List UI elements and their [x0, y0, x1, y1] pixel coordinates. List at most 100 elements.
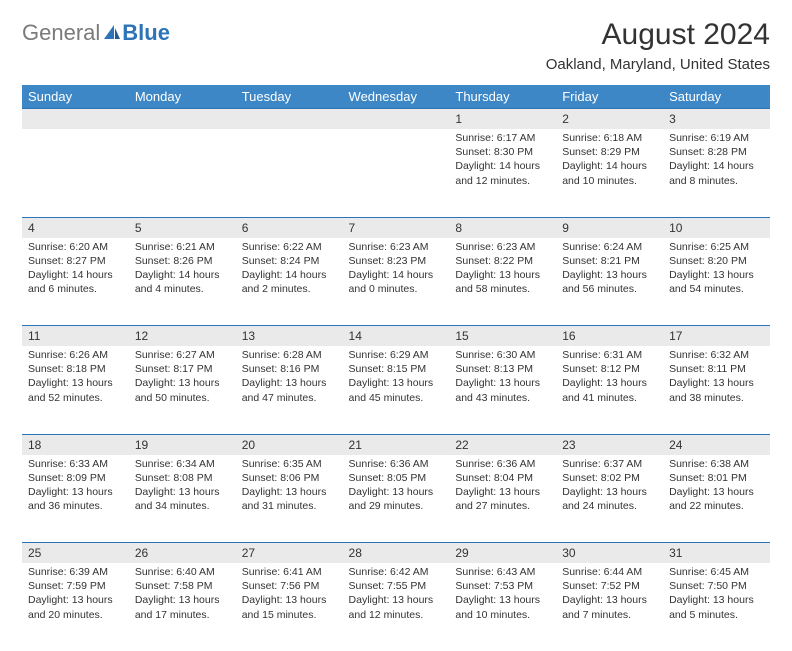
sunrise-text: Sunrise: 6:26 AM	[28, 348, 123, 362]
day-cell: Sunrise: 6:45 AMSunset: 7:50 PMDaylight:…	[663, 563, 770, 651]
day-cell: Sunrise: 6:41 AMSunset: 7:56 PMDaylight:…	[236, 563, 343, 651]
sunset-text: Sunset: 8:15 PM	[349, 362, 444, 376]
sunset-text: Sunset: 8:27 PM	[28, 254, 123, 268]
sunset-text: Sunset: 8:08 PM	[135, 471, 230, 485]
sunrise-text: Sunrise: 6:32 AM	[669, 348, 764, 362]
day-cell: Sunrise: 6:17 AMSunset: 8:30 PMDaylight:…	[449, 129, 556, 217]
sunrise-text: Sunrise: 6:19 AM	[669, 131, 764, 145]
day-number: 14	[343, 326, 450, 346]
day-number: 2	[556, 109, 663, 129]
sunset-text: Sunset: 8:24 PM	[242, 254, 337, 268]
day-number: 3	[663, 109, 770, 129]
sunset-text: Sunset: 7:50 PM	[669, 579, 764, 593]
sunset-text: Sunset: 8:02 PM	[562, 471, 657, 485]
sunset-text: Sunset: 8:29 PM	[562, 145, 657, 159]
day-cell: Sunrise: 6:26 AMSunset: 8:18 PMDaylight:…	[22, 346, 129, 434]
day-number: 8	[449, 218, 556, 238]
sunset-text: Sunset: 7:56 PM	[242, 579, 337, 593]
day-cell: Sunrise: 6:39 AMSunset: 7:59 PMDaylight:…	[22, 563, 129, 651]
sunrise-text: Sunrise: 6:43 AM	[455, 565, 550, 579]
weekday-header: Sunday	[22, 85, 129, 109]
day-number: 13	[236, 326, 343, 346]
daylight-text: Daylight: 14 hours and 0 minutes.	[349, 268, 444, 296]
sunrise-text: Sunrise: 6:23 AM	[455, 240, 550, 254]
day-cell: Sunrise: 6:30 AMSunset: 8:13 PMDaylight:…	[449, 346, 556, 434]
logo-text-blue: Blue	[122, 20, 170, 46]
day-cell: Sunrise: 6:25 AMSunset: 8:20 PMDaylight:…	[663, 238, 770, 326]
day-cell: Sunrise: 6:40 AMSunset: 7:58 PMDaylight:…	[129, 563, 236, 651]
day-info-row: Sunrise: 6:26 AMSunset: 8:18 PMDaylight:…	[22, 346, 770, 434]
day-number	[236, 109, 343, 115]
daylight-text: Daylight: 13 hours and 52 minutes.	[28, 376, 123, 404]
day-number: 10	[663, 218, 770, 238]
daylight-text: Daylight: 13 hours and 17 minutes.	[135, 593, 230, 621]
day-number: 20	[236, 435, 343, 455]
day-number: 17	[663, 326, 770, 346]
sunset-text: Sunset: 7:55 PM	[349, 579, 444, 593]
daylight-text: Daylight: 13 hours and 43 minutes.	[455, 376, 550, 404]
sunset-text: Sunset: 7:58 PM	[135, 579, 230, 593]
daylight-text: Daylight: 13 hours and 31 minutes.	[242, 485, 337, 513]
sunset-text: Sunset: 8:20 PM	[669, 254, 764, 268]
day-number: 30	[556, 543, 663, 563]
weekday-header: Saturday	[663, 85, 770, 109]
day-info-row: Sunrise: 6:39 AMSunset: 7:59 PMDaylight:…	[22, 563, 770, 651]
sunrise-text: Sunrise: 6:36 AM	[349, 457, 444, 471]
day-cell: Sunrise: 6:42 AMSunset: 7:55 PMDaylight:…	[343, 563, 450, 651]
logo: General Blue	[22, 20, 170, 46]
sunset-text: Sunset: 8:17 PM	[135, 362, 230, 376]
day-cell: Sunrise: 6:36 AMSunset: 8:05 PMDaylight:…	[343, 455, 450, 543]
day-cell: Sunrise: 6:34 AMSunset: 8:08 PMDaylight:…	[129, 455, 236, 543]
day-cell: Sunrise: 6:19 AMSunset: 8:28 PMDaylight:…	[663, 129, 770, 217]
day-number: 22	[449, 435, 556, 455]
weekday-header: Thursday	[449, 85, 556, 109]
sunrise-text: Sunrise: 6:38 AM	[669, 457, 764, 471]
daylight-text: Daylight: 13 hours and 7 minutes.	[562, 593, 657, 621]
weekday-header: Monday	[129, 85, 236, 109]
day-cell: Sunrise: 6:31 AMSunset: 8:12 PMDaylight:…	[556, 346, 663, 434]
day-number	[343, 109, 450, 115]
sunrise-text: Sunrise: 6:27 AM	[135, 348, 230, 362]
sunset-text: Sunset: 8:11 PM	[669, 362, 764, 376]
sunrise-text: Sunrise: 6:22 AM	[242, 240, 337, 254]
day-number: 19	[129, 435, 236, 455]
sunset-text: Sunset: 8:28 PM	[669, 145, 764, 159]
day-number: 31	[663, 543, 770, 563]
daylight-text: Daylight: 13 hours and 15 minutes.	[242, 593, 337, 621]
logo-sail-icon	[102, 21, 122, 47]
sunset-text: Sunset: 8:26 PM	[135, 254, 230, 268]
day-cell: Sunrise: 6:37 AMSunset: 8:02 PMDaylight:…	[556, 455, 663, 543]
sunset-text: Sunset: 8:06 PM	[242, 471, 337, 485]
daylight-text: Daylight: 13 hours and 36 minutes.	[28, 485, 123, 513]
daylight-text: Daylight: 13 hours and 38 minutes.	[669, 376, 764, 404]
day-cell	[22, 129, 129, 217]
day-cell: Sunrise: 6:36 AMSunset: 8:04 PMDaylight:…	[449, 455, 556, 543]
daylight-text: Daylight: 14 hours and 8 minutes.	[669, 159, 764, 187]
day-number: 5	[129, 218, 236, 238]
day-info-row: Sunrise: 6:20 AMSunset: 8:27 PMDaylight:…	[22, 238, 770, 326]
day-number: 16	[556, 326, 663, 346]
sunrise-text: Sunrise: 6:34 AM	[135, 457, 230, 471]
sunrise-text: Sunrise: 6:35 AM	[242, 457, 337, 471]
sunset-text: Sunset: 8:18 PM	[28, 362, 123, 376]
daylight-text: Daylight: 14 hours and 2 minutes.	[242, 268, 337, 296]
day-number: 4	[22, 218, 129, 238]
day-cell	[129, 129, 236, 217]
sunset-text: Sunset: 7:53 PM	[455, 579, 550, 593]
sunset-text: Sunset: 8:01 PM	[669, 471, 764, 485]
daylight-text: Daylight: 14 hours and 4 minutes.	[135, 268, 230, 296]
day-cell: Sunrise: 6:23 AMSunset: 8:22 PMDaylight:…	[449, 238, 556, 326]
day-cell: Sunrise: 6:24 AMSunset: 8:21 PMDaylight:…	[556, 238, 663, 326]
sunset-text: Sunset: 8:04 PM	[455, 471, 550, 485]
sunrise-text: Sunrise: 6:41 AM	[242, 565, 337, 579]
sunset-text: Sunset: 8:16 PM	[242, 362, 337, 376]
sunrise-text: Sunrise: 6:25 AM	[669, 240, 764, 254]
day-number: 11	[22, 326, 129, 346]
sunrise-text: Sunrise: 6:36 AM	[455, 457, 550, 471]
daylight-text: Daylight: 14 hours and 10 minutes.	[562, 159, 657, 187]
daylight-text: Daylight: 13 hours and 47 minutes.	[242, 376, 337, 404]
sunrise-text: Sunrise: 6:18 AM	[562, 131, 657, 145]
sunset-text: Sunset: 8:13 PM	[455, 362, 550, 376]
daylight-text: Daylight: 13 hours and 22 minutes.	[669, 485, 764, 513]
day-cell: Sunrise: 6:35 AMSunset: 8:06 PMDaylight:…	[236, 455, 343, 543]
